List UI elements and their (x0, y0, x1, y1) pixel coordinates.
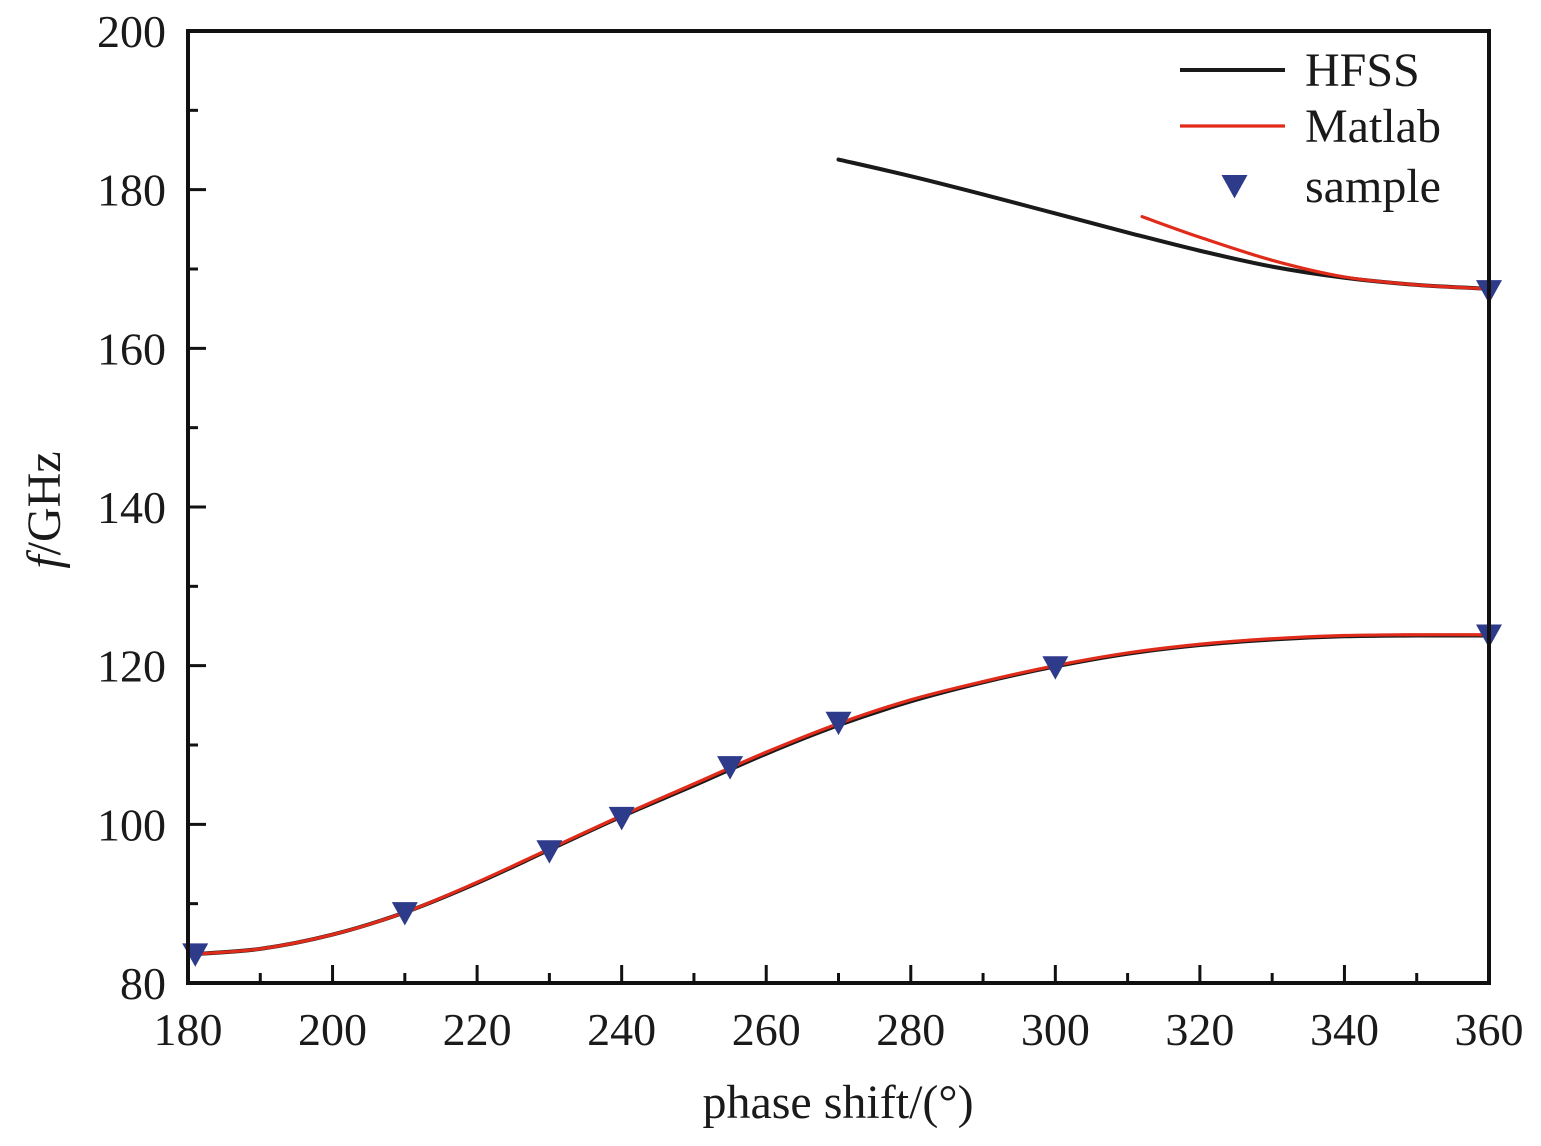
x-tick-label: 300 (1021, 1004, 1090, 1055)
x-tick-label: 220 (443, 1004, 512, 1055)
x-axis-title: phase shift/(°) (702, 1076, 973, 1129)
x-tick-label: 180 (154, 1004, 223, 1055)
x-tick-label: 260 (732, 1004, 801, 1055)
y-axis-title: f/GHz (18, 451, 71, 568)
x-tick-label: 280 (876, 1004, 945, 1055)
sample-point (825, 711, 852, 736)
y-tick-label: 180 (97, 165, 166, 216)
y-tick-label: 140 (97, 482, 166, 533)
sample-legend-marker (1221, 174, 1248, 199)
y-tick-label: 120 (97, 641, 166, 692)
plot-data (182, 157, 1502, 967)
x-tick-label: 360 (1455, 1004, 1524, 1055)
matlab-line-branch-2 (1140, 215, 1491, 291)
sample-point (391, 902, 418, 926)
y-tick-label: 200 (97, 6, 166, 57)
matlab-legend-label: Matlab (1305, 100, 1441, 153)
sample-point (608, 806, 635, 831)
hfss-line-branch-1 (186, 633, 1491, 957)
y-tick-label: 100 (97, 799, 166, 850)
axes-ticks (186, 29, 1491, 985)
x-tick-label: 200 (298, 1004, 367, 1055)
x-tick-label: 320 (1165, 1004, 1234, 1055)
x-tick-label: 340 (1310, 1004, 1379, 1055)
sample-point (717, 756, 744, 780)
sample-point (1042, 656, 1069, 680)
x-tick-labels: 180 200 220 240 260 280 300 320 340 360 (154, 1004, 1524, 1055)
plot-frame (186, 29, 1491, 985)
y-tick-labels: 80 100 120 140 160 180 200 (97, 6, 166, 1009)
y-tick-label: 160 (97, 323, 166, 374)
y-axis-title-unit: /GHz (18, 451, 71, 555)
hfss-legend-label: HFSS (1305, 44, 1420, 97)
sample-point (536, 840, 563, 864)
matlab-line-branch-1 (186, 633, 1491, 957)
y-tick-label: 80 (120, 958, 166, 1009)
x-tick-label: 240 (587, 1004, 656, 1055)
sample-legend-label: sample (1305, 160, 1441, 213)
